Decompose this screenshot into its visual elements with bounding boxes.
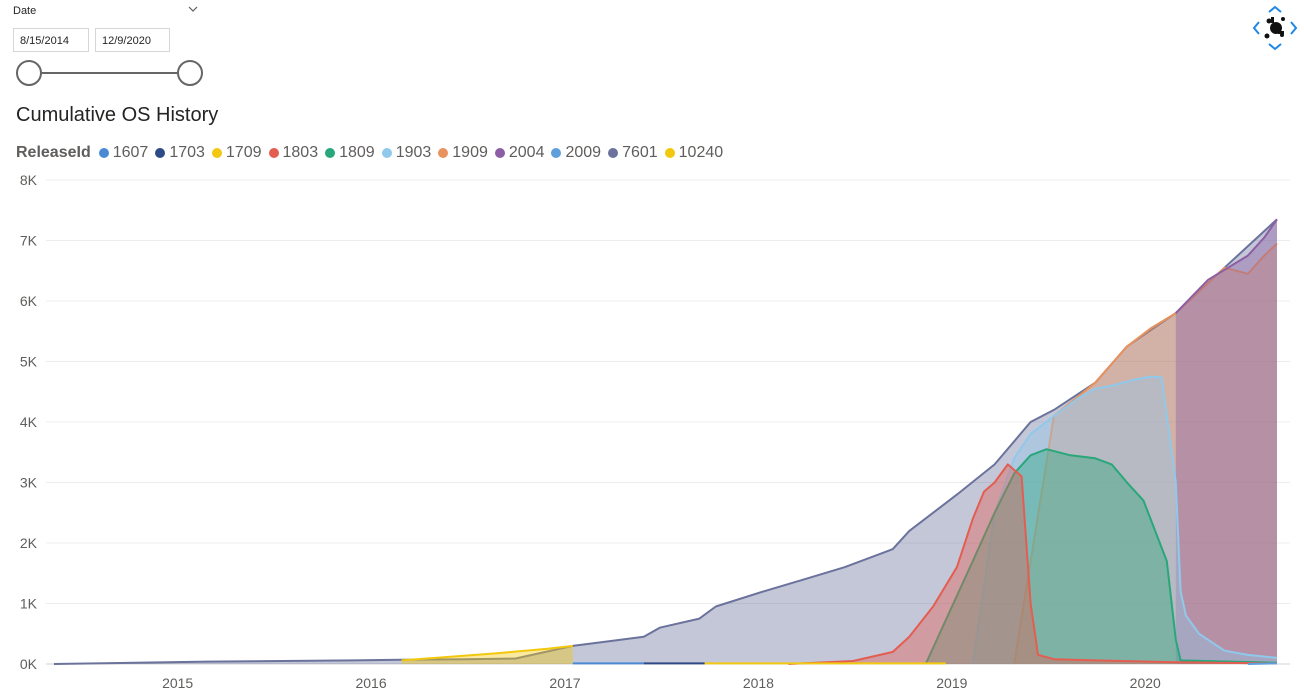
legend-item-2009[interactable]: 2009	[551, 144, 601, 162]
x-tick-label: 2019	[936, 675, 967, 691]
legend-marker	[494, 148, 505, 158]
y-tick-label: 6K	[20, 293, 38, 309]
range-end-handle[interactable]	[177, 60, 203, 86]
legend-marker	[381, 148, 392, 158]
y-tick-label: 4K	[20, 414, 38, 430]
y-tick-label: 1K	[20, 596, 38, 612]
y-tick-label: 8K	[20, 172, 38, 188]
line-2009	[1247, 662, 1278, 665]
legend-label: 2009	[565, 144, 602, 161]
start-date-input[interactable]: 8/15/2014	[13, 28, 89, 52]
legend-item-10240[interactable]: 10240	[664, 144, 724, 162]
line-1809	[924, 448, 1278, 665]
legend-marker	[98, 148, 109, 158]
legend-title: ReleaseId	[16, 144, 91, 161]
x-tick-label: 2020	[1130, 675, 1161, 691]
area-7601	[54, 219, 1277, 665]
line-1803	[788, 463, 1278, 665]
chart-legend: ReleaseId 1607 1703 1709 1803 1809 1903 1909 20…	[16, 143, 730, 163]
legend-label: 1709	[225, 144, 262, 161]
x-tick-label: 2018	[743, 675, 774, 691]
legend-label: 1903	[395, 144, 432, 161]
legend-marker	[608, 148, 619, 158]
legend-label: 2004	[508, 144, 545, 161]
range-start-handle[interactable]	[16, 60, 42, 86]
end-date-input[interactable]: 12/9/2020	[95, 28, 170, 52]
legend-item-2004[interactable]: 2004	[494, 144, 545, 162]
line-1903	[971, 375, 1278, 665]
legend-item-1607[interactable]: 1607	[98, 144, 149, 162]
date-range-track[interactable]	[28, 72, 190, 74]
legend-marker	[438, 148, 449, 158]
legend-marker	[325, 148, 336, 158]
legend-label: 10240	[678, 144, 724, 161]
y-tick-label: 5K	[20, 354, 38, 370]
legend-label: 1803	[282, 144, 319, 161]
line-10240	[401, 644, 573, 662]
area-1909	[1014, 243, 1277, 664]
legend-label: 1809	[339, 144, 375, 161]
x-tick-label: 2017	[549, 675, 580, 691]
legend-marker	[268, 148, 279, 158]
y-tick-label: 2K	[20, 535, 38, 551]
focus-mode-icon[interactable]	[1252, 4, 1298, 52]
x-tick-label: 2016	[355, 675, 386, 691]
legend-item-1709[interactable]: 1709	[211, 144, 262, 162]
y-tick-label: 0K	[20, 656, 38, 672]
line-2004	[1175, 218, 1278, 314]
slicer-title: Date	[13, 5, 37, 17]
legend-marker	[211, 148, 222, 158]
legend-item-1903[interactable]: 1903	[381, 144, 432, 162]
legend-item-1809[interactable]: 1809	[325, 144, 375, 162]
legend-marker	[551, 148, 562, 158]
legend-item-1803[interactable]: 1803	[268, 144, 319, 162]
legend-marker	[155, 148, 166, 158]
legend-marker	[664, 148, 675, 158]
legend-label: 1909	[452, 144, 488, 161]
y-tick-label: 3K	[20, 475, 38, 491]
area-chart: 0K 1K 2K 3K 4K 5K 6K 7K 8K 2015 2016 2017 2018 2019 20…	[20, 172, 1290, 691]
area-1903	[972, 376, 1277, 664]
area-1809	[925, 449, 1277, 664]
legend-label: 1607	[112, 144, 149, 161]
legend-item-1909[interactable]: 1909	[438, 144, 488, 162]
legend-item-7601[interactable]: 7601	[608, 144, 658, 162]
legend-label: 7601	[622, 144, 658, 161]
legend-item-1703[interactable]: 1703	[155, 144, 205, 162]
chart-title: Cumulative OS History	[16, 104, 219, 126]
chevron-down-icon[interactable]	[188, 4, 198, 14]
legend-label: 1703	[169, 144, 205, 161]
area-2004	[1175, 219, 1277, 665]
y-tick-label: 7K	[20, 233, 38, 249]
x-tick-label: 2015	[162, 675, 193, 691]
